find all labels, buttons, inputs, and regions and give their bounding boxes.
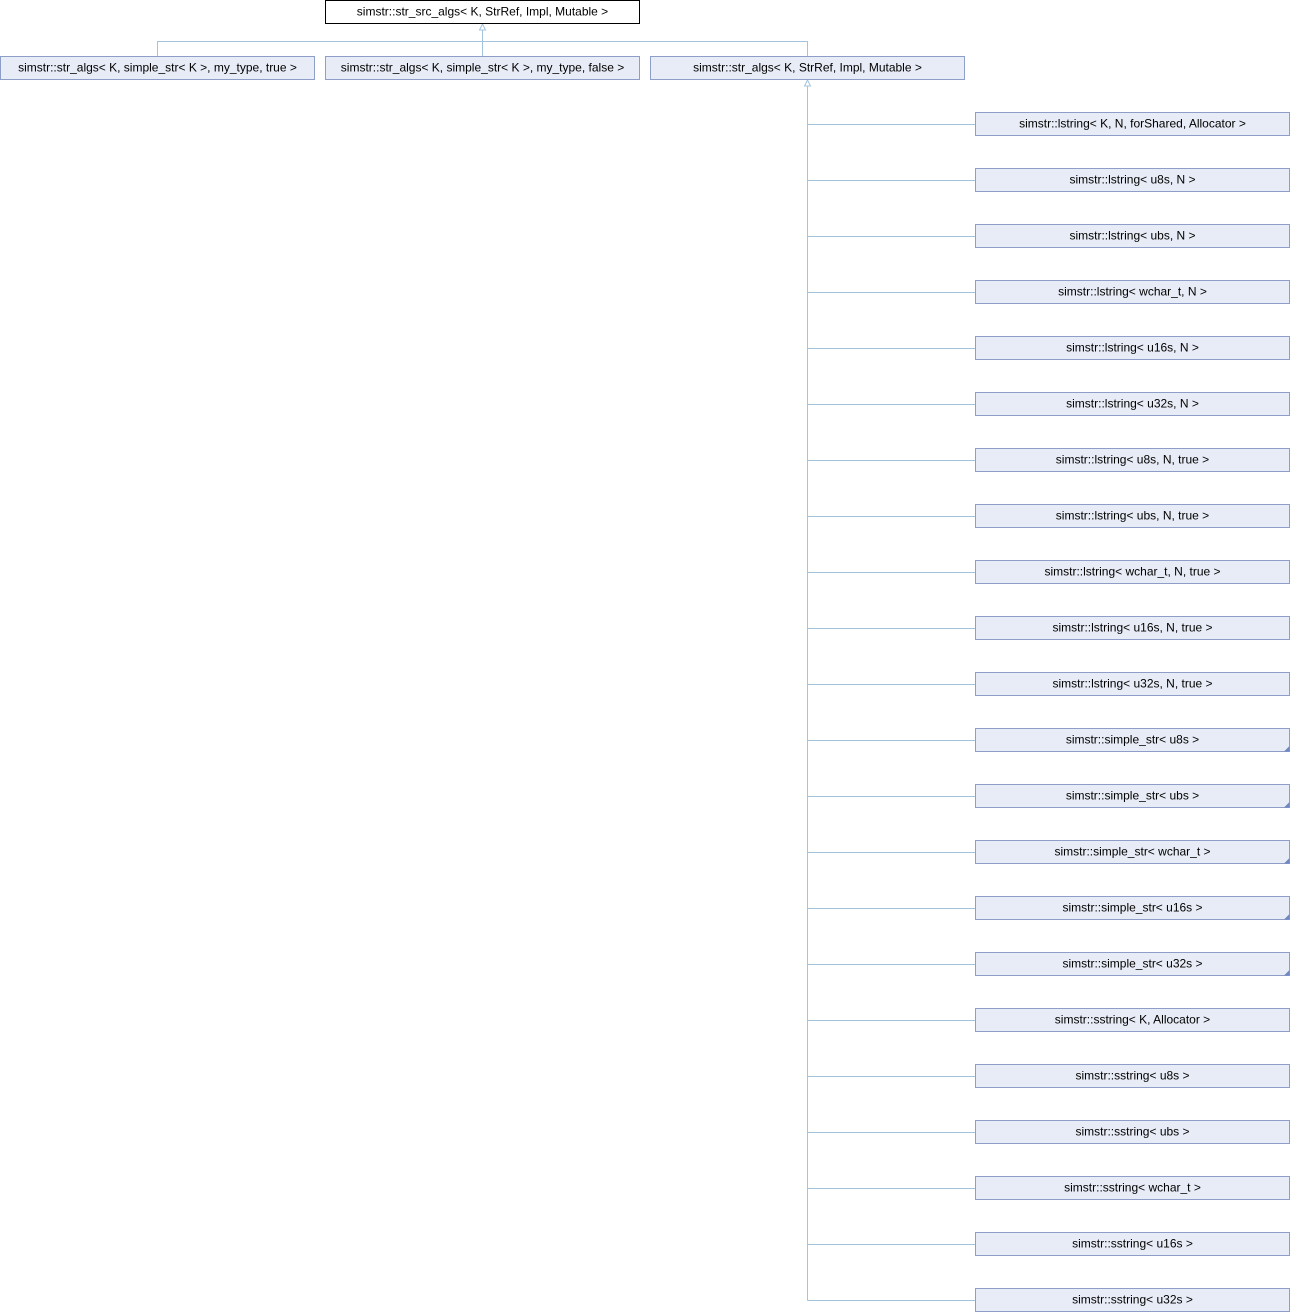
more-marker <box>1284 858 1290 864</box>
class-label: simstr::simple_str< u16s > <box>1062 901 1202 915</box>
class-label: simstr::str_algs< K, StrRef, Impl, Mutab… <box>693 61 922 75</box>
class-label: simstr::sstring< u32s > <box>1072 1293 1193 1307</box>
class-box <box>325 56 640 80</box>
class-label: simstr::sstring< wchar_t > <box>1064 1181 1201 1195</box>
class-label: simstr::lstring< u8s, N, true > <box>1056 453 1209 467</box>
class-label: simstr::str_algs< K, simple_str< K >, my… <box>341 61 624 75</box>
class-label: simstr::lstring< u32s, N, true > <box>1052 677 1212 691</box>
class-label: simstr::str_src_algs< K, StrRef, Impl, M… <box>357 5 608 19</box>
class-box <box>650 56 965 80</box>
arrow-head <box>478 22 487 31</box>
connector <box>807 80 975 1301</box>
class-label: simstr::lstring< wchar_t, N > <box>1058 285 1207 299</box>
class-label: simstr::lstring< ubs, N > <box>1069 229 1195 243</box>
more-marker <box>1284 746 1290 752</box>
more-marker <box>1284 914 1290 920</box>
class-label: simstr::simple_str< u8s > <box>1066 733 1199 747</box>
class-label: simstr::simple_str< ubs > <box>1066 789 1199 803</box>
class-label: simstr::lstring< u8s, N > <box>1069 173 1195 187</box>
class-label: simstr::simple_str< u32s > <box>1062 957 1202 971</box>
class-label: simstr::lstring< wchar_t, N, true > <box>1044 565 1220 579</box>
class-label: simstr::lstring< u16s, N > <box>1066 341 1199 355</box>
arrow-head <box>803 78 812 87</box>
class-label: simstr::str_algs< K, simple_str< K >, my… <box>18 61 297 75</box>
class-label: simstr::lstring< u32s, N > <box>1066 397 1199 411</box>
class-label: simstr::simple_str< wchar_t > <box>1054 845 1210 859</box>
class-label: simstr::sstring< ubs > <box>1075 1125 1189 1139</box>
class-box <box>325 0 640 24</box>
more-marker <box>1284 802 1290 808</box>
class-label: simstr::sstring< u16s > <box>1072 1237 1193 1251</box>
class-box <box>0 56 315 80</box>
class-label: simstr::lstring< u16s, N, true > <box>1052 621 1212 635</box>
class-label: simstr::sstring< u8s > <box>1075 1069 1189 1083</box>
more-marker <box>1284 970 1290 976</box>
class-label: simstr::sstring< K, Allocator > <box>1055 1013 1210 1027</box>
class-label: simstr::lstring< K, N, forShared, Alloca… <box>1019 117 1246 131</box>
class-label: simstr::lstring< ubs, N, true > <box>1056 509 1209 523</box>
